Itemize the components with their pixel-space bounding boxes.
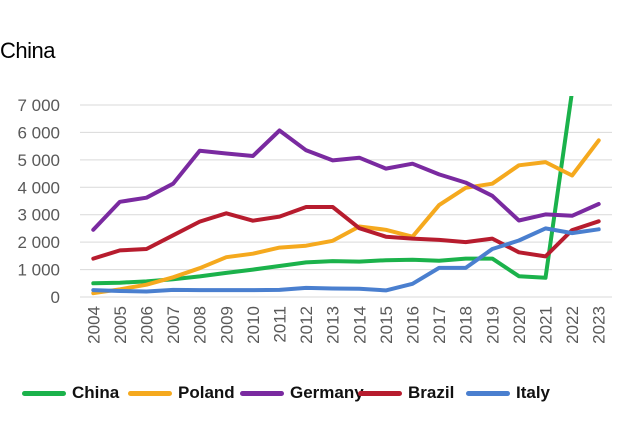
x-tick-label: 2009 <box>217 306 236 344</box>
legend-label: Poland <box>178 383 235 402</box>
line-chart: 0 1 000 2 000 3 000 4 000 5 000 6 000 7 000 200… <box>17 96 612 344</box>
x-tick-label: 2023 <box>590 306 609 344</box>
x-tick-label: 2008 <box>191 306 210 344</box>
x-tick-label: 2019 <box>483 306 502 344</box>
x-tick-label: 2006 <box>138 306 157 344</box>
legend-label: Germany <box>290 383 364 402</box>
legend-swatch <box>240 390 284 396</box>
series-line-germany <box>91 128 601 232</box>
x-tick-label: 2020 <box>510 306 529 344</box>
y-tick-label: 6 000 <box>17 123 60 142</box>
legend-item-china: China <box>22 378 119 408</box>
legend-item-germany: Germany <box>240 378 364 408</box>
legend-item-italy: Italy <box>466 378 550 408</box>
x-tick-label: 2016 <box>404 306 423 344</box>
y-tick-label: 4 000 <box>17 178 60 197</box>
x-tick-label: 2004 <box>84 306 103 344</box>
legend-swatch <box>128 390 172 396</box>
y-tick-label: 5 000 <box>17 151 60 170</box>
y-tick-label: 7 000 <box>17 96 60 115</box>
x-axis-ticks: 2004 2005 2006 2007 2008 2009 2010 2011 2012 2013… <box>84 306 608 344</box>
legend-item-poland: Poland <box>128 378 235 408</box>
legend: China Poland Germany Brazil Italy <box>0 378 637 408</box>
y-tick-label: 3 000 <box>17 206 60 225</box>
x-tick-label: 2021 <box>537 306 556 344</box>
x-tick-label: 2014 <box>350 306 369 344</box>
legend-label: Brazil <box>408 383 455 402</box>
y-tick-label: 2 000 <box>17 233 60 252</box>
x-tick-label: 2011 <box>271 306 290 343</box>
legend-label: Italy <box>516 383 551 402</box>
legend-swatch <box>466 390 510 396</box>
y-tick-label: 1 000 <box>17 261 60 280</box>
x-tick-label: 2022 <box>563 306 582 344</box>
series-line-italy <box>91 226 601 294</box>
legend-swatch <box>358 390 402 396</box>
gridlines <box>80 104 612 298</box>
legend-label: China <box>72 383 120 402</box>
series-line-poland <box>91 138 601 296</box>
y-tick-label: 0 <box>51 288 60 307</box>
x-tick-label: 2010 <box>244 306 263 344</box>
x-tick-label: 2013 <box>324 306 343 344</box>
chart-title: China <box>0 38 55 63</box>
x-tick-label: 2015 <box>377 306 396 344</box>
x-tick-label: 2017 <box>430 306 449 344</box>
x-tick-label: 2018 <box>457 306 476 344</box>
x-tick-label: 2005 <box>111 306 130 344</box>
legend-swatch <box>22 390 66 396</box>
series-lines <box>91 96 601 296</box>
y-axis-ticks: 0 1 000 2 000 3 000 4 000 5 000 6 000 7 000 <box>17 96 60 307</box>
series-line-brazil <box>91 205 601 261</box>
x-tick-label: 2007 <box>164 306 183 344</box>
x-tick-label: 2012 <box>297 306 316 344</box>
legend-item-brazil: Brazil <box>358 378 454 408</box>
